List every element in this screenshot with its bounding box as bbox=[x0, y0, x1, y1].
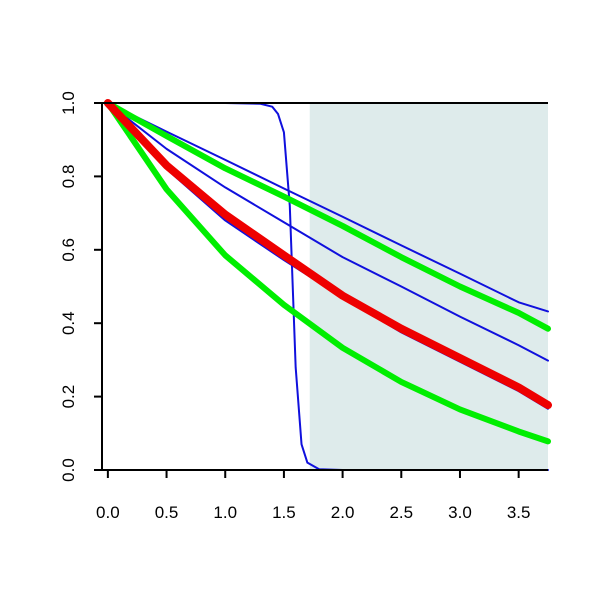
series-line-2 bbox=[106, 102, 549, 362]
y-tick-label: 0.4 bbox=[59, 311, 78, 335]
series-line-1 bbox=[106, 102, 549, 313]
y-tick-label: 0.0 bbox=[59, 458, 78, 482]
y-axis: 0.0 0.2 0.4 0.6 0.8 1.0 bbox=[59, 91, 103, 482]
x-tick-label: 2.5 bbox=[389, 503, 413, 522]
series-line-7 bbox=[103, 99, 552, 410]
x-tick-label: 0.5 bbox=[155, 503, 179, 522]
x-tick-label: 0.0 bbox=[96, 503, 120, 522]
plot-area bbox=[102, 99, 552, 471]
shaded-region bbox=[309, 103, 548, 470]
y-tick-label: 0.8 bbox=[59, 165, 78, 189]
y-tick-label: 1.0 bbox=[59, 91, 78, 115]
series-line-6 bbox=[104, 100, 551, 445]
x-axis: 0.0 0.5 1.0 1.5 2.0 2.5 3.0 3.5 bbox=[96, 469, 548, 522]
series-line-5 bbox=[104, 100, 551, 332]
x-tick-label: 3.5 bbox=[507, 503, 531, 522]
x-tick-label: 1.0 bbox=[213, 503, 237, 522]
x-tick-label: 2.0 bbox=[331, 503, 355, 522]
x-tick-label: 3.0 bbox=[448, 503, 472, 522]
y-tick-label: 0.6 bbox=[59, 238, 78, 262]
x-tick-label: 1.5 bbox=[272, 503, 296, 522]
y-tick-label: 0.2 bbox=[59, 385, 78, 409]
